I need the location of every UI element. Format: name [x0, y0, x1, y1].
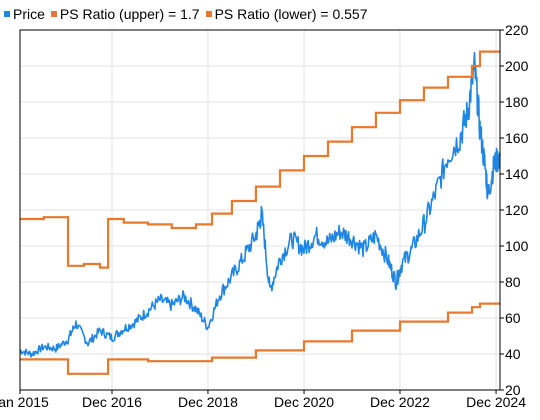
- x-tick-label: Dec 2022: [370, 394, 430, 410]
- y-tick-label: 140: [505, 166, 529, 182]
- series-line-1: [20, 50, 500, 269]
- legend-item-price[interactable]: Price: [4, 6, 45, 22]
- legend-item-ps-lower[interactable]: PS Ratio (lower) = 0.557: [205, 6, 368, 22]
- x-tick-label: Dec 2016: [82, 394, 142, 410]
- y-axis: 20 40 60 80 100 120 140 160 180 200 220: [500, 22, 529, 398]
- series-line-2: [20, 302, 500, 375]
- legend-item-ps-upper[interactable]: PS Ratio (upper) = 1.7: [50, 6, 200, 22]
- y-tick-label: 120: [505, 202, 529, 218]
- y-tick-label: 80: [505, 274, 521, 290]
- x-axis: Jan 2015 Dec 2016 Dec 2018 Dec 2020 Dec 2022…: [0, 390, 526, 410]
- legend-swatch-ps-lower: [205, 11, 212, 17]
- y-tick-label: 20: [505, 382, 521, 398]
- x-tick-label: Dec 2018: [178, 394, 238, 410]
- x-tick-label: Dec 2024: [466, 394, 526, 410]
- series-layer: [19, 50, 501, 375]
- y-tick-label: 60: [505, 310, 521, 326]
- y-tick-label: 220: [505, 22, 529, 38]
- y-tick-label: 100: [505, 238, 529, 254]
- y-tick-label: 160: [505, 130, 529, 146]
- legend-label-ps-lower: PS Ratio (lower) = 0.557: [214, 6, 368, 22]
- legend-swatch-price: [4, 11, 10, 17]
- y-tick-label: 200: [505, 58, 529, 74]
- legend-label-ps-upper: PS Ratio (upper) = 1.7: [59, 6, 200, 22]
- series-line-0: [19, 51, 501, 358]
- y-tick-label: 180: [505, 94, 529, 110]
- legend: Price PS Ratio (upper) = 1.7 PS Ratio (l…: [4, 6, 368, 22]
- y-tick-label: 40: [505, 346, 521, 362]
- x-tick-label: Jan 2015: [0, 394, 49, 410]
- legend-swatch-ps-upper: [50, 11, 57, 17]
- legend-label-price: Price: [13, 6, 45, 22]
- x-tick-label: Dec 2020: [274, 394, 334, 410]
